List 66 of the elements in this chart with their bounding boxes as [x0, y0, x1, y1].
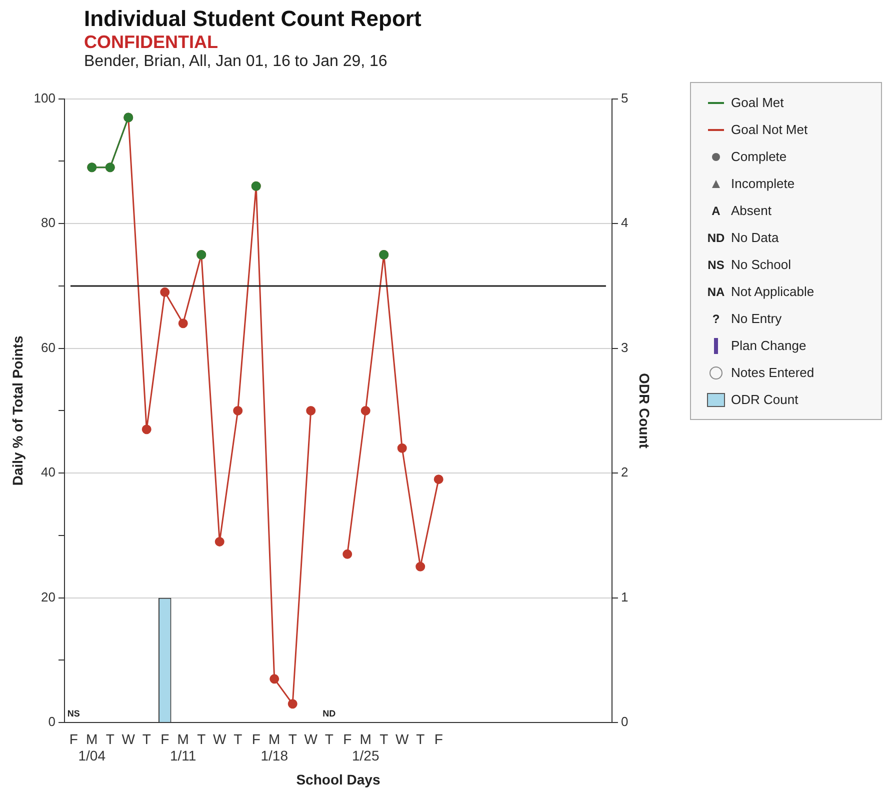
y2-tick-label: 4: [620, 215, 628, 230]
point: [160, 287, 170, 297]
point: [233, 406, 243, 416]
annotation: NS: [67, 708, 80, 719]
x-tick-label: T: [416, 730, 426, 747]
x-tick-label: W: [213, 730, 227, 747]
legend-label: Goal Met: [731, 95, 784, 110]
x-tick-label: F: [434, 730, 443, 747]
x-tick-label: T: [106, 730, 115, 747]
y-tick-label: 40: [41, 464, 56, 480]
x-tick-label: W: [304, 730, 318, 747]
legend-label: Goal Not Met: [731, 122, 808, 137]
x-tick-label: F: [160, 730, 170, 747]
text: NA Not Applicable: [706, 284, 814, 299]
x-tick-label: M 1/25: [352, 730, 380, 764]
x-tick-label: M 1/04: [78, 730, 106, 764]
x-tick-label: F: [69, 730, 78, 747]
text: Bender, Brian, All, Jan 01, 16 to Jan 29, 16: [84, 53, 388, 71]
x-tick-label: T: [324, 730, 334, 747]
legend-label: ODR Count: [731, 392, 798, 407]
point: [142, 424, 152, 434]
text: Complete: [731, 149, 787, 164]
x-tick-label: F: [343, 730, 352, 747]
y2-tick-label: 3: [620, 340, 628, 355]
text: Plan Change: [731, 338, 806, 353]
text: ? No Entry: [711, 311, 782, 326]
point: [416, 562, 426, 572]
text: NS No School: [706, 257, 791, 272]
x-tick-label: M 1/11: [170, 730, 196, 764]
point: [270, 674, 280, 684]
x-axis-title: School Days: [296, 771, 380, 788]
point: [360, 406, 370, 416]
x-tick-label: W: [122, 730, 136, 747]
text: A Absent: [710, 203, 772, 218]
point: [214, 536, 224, 546]
y-axis-title: Daily % of Total Points: [9, 336, 26, 486]
x-tick-label: M 1/18: [260, 730, 288, 764]
point: [288, 699, 298, 709]
annotation: ND: [322, 708, 336, 719]
chart-title: Individual Student Count Report: [84, 6, 422, 32]
text: Incomplete: [731, 176, 795, 191]
y-tick-label: 80: [41, 215, 56, 230]
x-tick-label: T: [234, 730, 243, 747]
x-tick-label: T: [197, 730, 206, 747]
x-tick-label: T: [142, 730, 152, 747]
y2-tick-label: 0: [620, 714, 628, 730]
point: [434, 474, 444, 484]
x-tick-label: T: [288, 730, 298, 747]
point: [178, 318, 188, 328]
point: [397, 443, 407, 453]
y2-axis-title: ODR Count: [636, 372, 653, 449]
text: ND No Data: [706, 230, 779, 245]
y2-tick-label: 1: [620, 589, 628, 604]
y-tick-label: 60: [41, 340, 56, 355]
point: [342, 549, 352, 559]
y-tick-label: 100: [34, 90, 56, 106]
x-tick-label: F: [252, 730, 260, 747]
y-tick-label: 20: [41, 589, 56, 604]
point: [306, 406, 316, 416]
chart-subtitle: CONFIDENTIAL: [84, 32, 219, 53]
x-tick-label: T: [380, 730, 389, 747]
x-tick-label: W: [395, 730, 410, 747]
text: Notes Entered: [731, 365, 814, 380]
y-tick-label: 0: [48, 714, 56, 730]
y2-tick-label: 5: [620, 90, 628, 106]
y2-tick-label: 2: [620, 464, 628, 480]
